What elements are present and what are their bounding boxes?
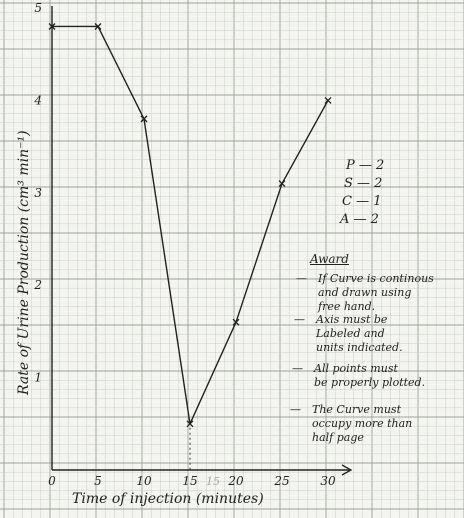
y-tick-labels: 1 2 3 4 5	[33, 1, 42, 385]
x-tick-label: 5	[94, 474, 102, 488]
award-item: — The Curve must occupy more than half pa…	[290, 403, 413, 445]
series-line	[52, 25, 329, 425]
chart-axes	[51, 6, 353, 476]
x-tick-label: 10	[136, 474, 152, 488]
data-point	[94, 23, 102, 30]
award-dash: —	[292, 362, 303, 375]
x-tick-label: 20	[227, 474, 244, 488]
award-item: — All points must be properly plotted.	[292, 362, 426, 390]
data-point	[278, 180, 286, 188]
award-notes: Award	[310, 252, 349, 266]
data-point	[48, 23, 56, 30]
x-tick-label-faint: 15	[206, 475, 220, 488]
mark-entry: S — 2	[344, 176, 383, 191]
y-tick-label: 3	[34, 186, 42, 200]
award-dash: —	[296, 272, 307, 285]
award-item-text: The Curve must occupy more than half pag…	[312, 403, 413, 444]
award-item-text: If Curve is continous and drawn using fr…	[318, 272, 434, 313]
data-series	[48, 23, 332, 470]
mark-entry: C — 1	[342, 194, 382, 209]
x-axis-label: Time of injection (minutes)	[72, 491, 264, 507]
award-item: — Axis must be Labeled and units indicate…	[294, 313, 403, 355]
award-title: Award	[310, 252, 349, 266]
data-point	[186, 420, 194, 428]
award-dash: —	[290, 403, 301, 416]
award-dash: —	[294, 313, 305, 326]
award-item-text: Axis must be Labeled and units indicated…	[316, 313, 403, 354]
x-tick-label: 15	[182, 474, 197, 488]
award-item-text: All points must be properly plotted.	[314, 362, 426, 389]
y-tick-label: 5	[34, 1, 42, 15]
mark-entry: A — 2	[340, 212, 379, 227]
mark-entry: P — 2	[346, 158, 385, 173]
x-axis-arrow	[341, 464, 353, 476]
award-item: — If Curve is continous and drawn using f…	[296, 272, 434, 314]
data-point	[140, 115, 148, 123]
x-tick-labels: 0 5 10 15 20 25 30 15	[48, 474, 336, 488]
x-tick-label: 25	[273, 474, 289, 488]
y-axis-label: Rate of Urine Production (cm³ min⁻¹)	[16, 130, 32, 396]
x-tick-label: 0	[48, 474, 56, 488]
y-tick-label: 4	[33, 93, 42, 107]
y-tick-label: 2	[33, 278, 42, 292]
x-tick-label: 30	[320, 474, 336, 488]
y-tick-label: 1	[34, 371, 42, 385]
data-point	[232, 318, 240, 326]
data-point	[324, 96, 332, 104]
